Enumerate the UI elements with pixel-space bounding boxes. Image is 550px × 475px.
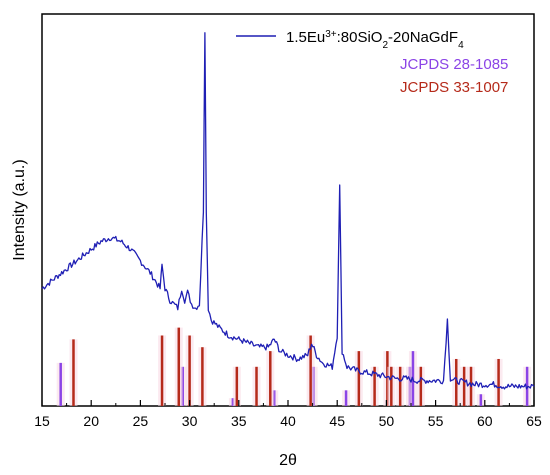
x-tick-label: 50 [379,413,395,429]
x-tick-label: 55 [428,413,444,429]
x-tick-label: 40 [280,413,296,429]
legend-label-series: 1.5Eu3+:80SiO2-20NaGdF4 [286,29,464,51]
x-tick-label: 15 [34,413,50,429]
x-tick-label: 30 [182,413,198,429]
x-tick-label: 25 [133,413,149,429]
x-axis-ticks: 15 20 25 30 35 40 45 50 55 60 65 [34,400,542,429]
reference-bars [56,327,532,406]
x-axis-title: 2θ [279,452,297,469]
y-axis-title: Intensity (a.u.) [11,159,28,260]
legend-label-ref-2: JCPDS 33-1007 [400,79,508,96]
x-tick-label: 65 [526,413,542,429]
x-tick-label: 60 [477,413,493,429]
x-tick-label: 20 [83,413,99,429]
legend: 1.5Eu3+:80SiO2-20NaGdF4 JCPDS 28-1085 JC… [236,29,508,96]
x-tick-label: 45 [329,413,345,429]
x-tick-label: 35 [231,413,247,429]
series-line [41,32,535,390]
legend-label-ref-1: JCPDS 28-1085 [400,56,508,73]
